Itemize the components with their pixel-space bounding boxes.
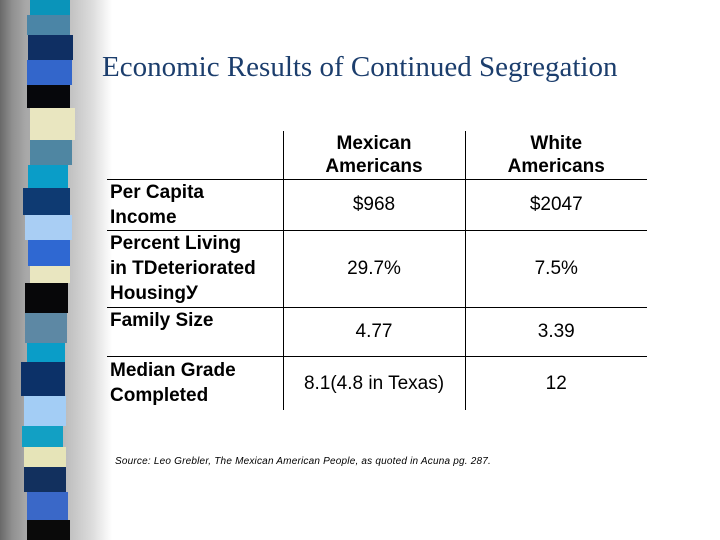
tie-color-block bbox=[24, 467, 66, 492]
tie-color-block bbox=[30, 140, 72, 165]
tie-color-block bbox=[28, 240, 70, 266]
column-header-mexican-americans: Mexican Americans bbox=[282, 131, 465, 180]
row-label-deteriorated-housing: Percent Living in TDeteriorated HousingУ bbox=[107, 230, 283, 308]
tie-color-block bbox=[24, 447, 66, 467]
cell-family-size-white: 3.39 bbox=[464, 307, 647, 357]
tie-strip bbox=[0, 0, 112, 540]
column-header-white-americans: White Americans bbox=[464, 131, 647, 180]
tie-color-block bbox=[30, 108, 75, 140]
tie-color-block bbox=[28, 165, 68, 188]
tie-color-block bbox=[30, 266, 70, 283]
table-row-family-size: Family Size 4.77 3.39 bbox=[107, 307, 647, 357]
table-row-deteriorated-housing: Percent Living in TDeteriorated HousingУ… bbox=[107, 230, 647, 308]
tie-color-block bbox=[28, 35, 73, 60]
tie-color-block bbox=[27, 492, 68, 520]
row-label-per-capita-income: Per Capita Income bbox=[107, 179, 283, 231]
economics-table: Mexican Americans White Americans Per Ca… bbox=[107, 131, 647, 410]
tie-color-block bbox=[27, 15, 70, 35]
tie-color-block bbox=[27, 343, 65, 362]
tie-color-block bbox=[30, 0, 70, 15]
cell-housing-white: 7.5% bbox=[464, 230, 647, 308]
tie-color-block bbox=[25, 313, 67, 343]
row-label-median-grade: Median Grade Completed bbox=[110, 360, 236, 407]
row-label-family-size: Family Size bbox=[107, 307, 283, 357]
table-corner-cell bbox=[107, 131, 283, 180]
table-row-median-grade: Median Grade Completed 8.1(4.8 in Texas)… bbox=[107, 356, 647, 410]
tie-color-block bbox=[21, 362, 65, 396]
tie-color-block bbox=[23, 188, 70, 215]
tie-color-block bbox=[27, 85, 70, 108]
header-row: Mexican Americans White Americans bbox=[107, 131, 647, 180]
tie-color-block bbox=[25, 283, 68, 313]
tie-color-block bbox=[25, 215, 72, 240]
tie-color-block bbox=[27, 520, 70, 540]
cell-family-size-mexican: 4.77 bbox=[282, 307, 465, 357]
cell-median-grade-mexican: 8.1(4.8 in Texas) bbox=[282, 356, 465, 410]
source-citation: Source: Leo Grebler, The Mexican America… bbox=[115, 456, 491, 467]
cell-housing-mexican: 29.7% bbox=[282, 230, 465, 308]
page-title: Economic Results of Continued Segregatio… bbox=[102, 51, 618, 83]
tie-color-block bbox=[22, 426, 63, 447]
table-container: Mexican Americans White Americans Per Ca… bbox=[107, 131, 647, 410]
tie-color-block bbox=[24, 396, 66, 426]
cell-median-grade-white: 12 bbox=[464, 356, 647, 410]
table-row-per-capita-income: Per Capita Income $968 $2047 bbox=[107, 179, 647, 231]
tie-color-block bbox=[27, 60, 72, 85]
cell-per-capita-mexican: $968 bbox=[282, 179, 465, 231]
cell-per-capita-white: $2047 bbox=[464, 179, 647, 231]
